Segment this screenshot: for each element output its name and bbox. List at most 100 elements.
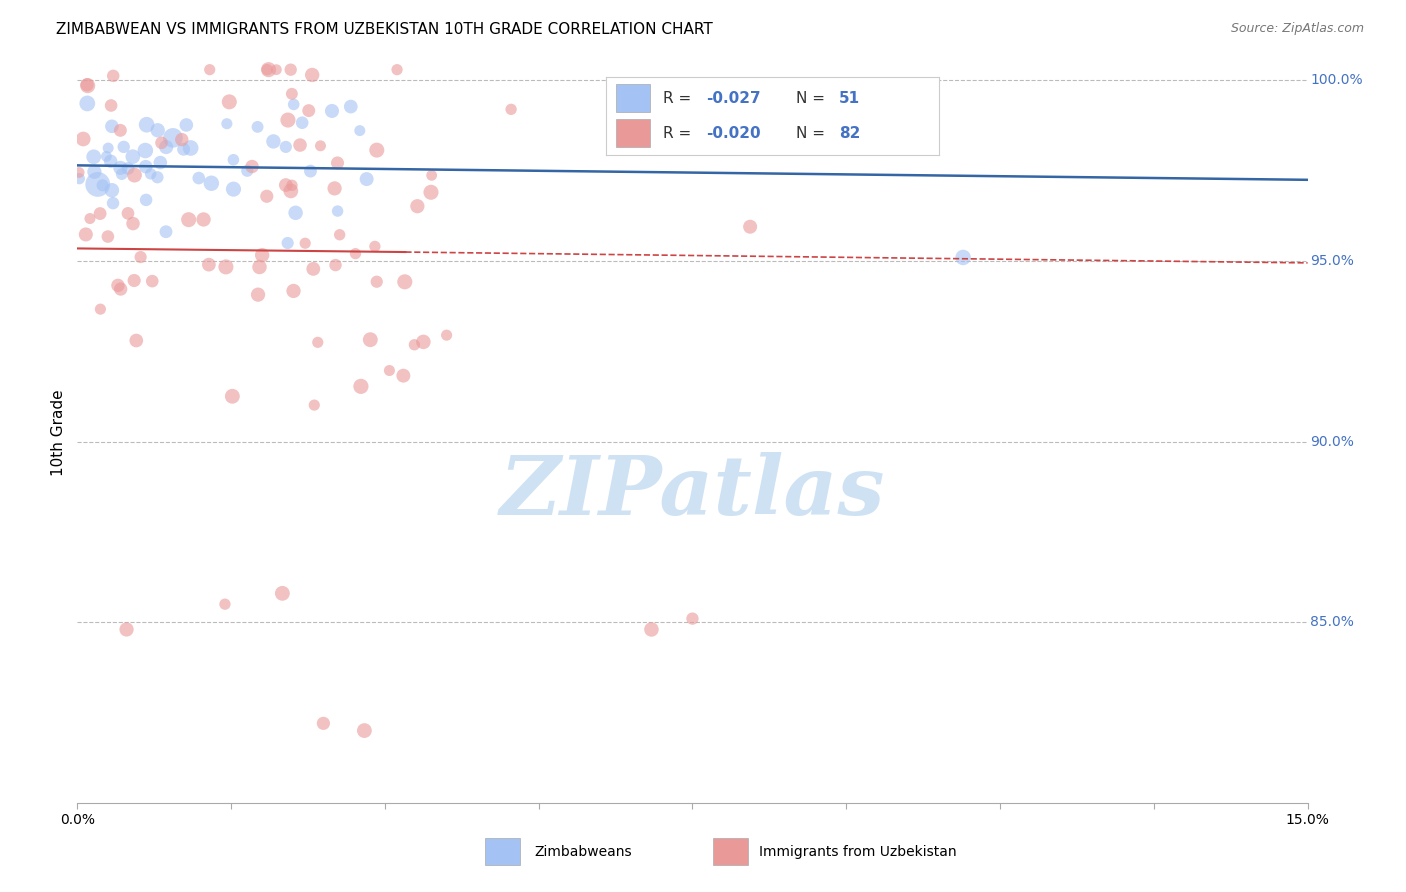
Point <box>325 258 347 272</box>
Point <box>304 398 326 412</box>
Point <box>288 138 311 153</box>
Point <box>76 78 98 92</box>
Point <box>97 229 120 244</box>
Point <box>385 62 408 77</box>
Point <box>262 135 284 149</box>
Point <box>412 334 434 349</box>
Point <box>83 165 105 179</box>
Point <box>141 274 163 288</box>
Point <box>76 78 98 93</box>
Point <box>326 204 349 219</box>
Point <box>180 141 202 155</box>
Point <box>640 623 662 637</box>
Point <box>177 212 200 227</box>
Point <box>215 117 238 131</box>
Point <box>97 141 120 155</box>
Point <box>249 260 271 274</box>
Point <box>284 206 307 220</box>
Point <box>366 275 388 289</box>
Point <box>501 103 523 117</box>
Point <box>100 98 122 112</box>
Point <box>200 176 222 190</box>
Point <box>110 282 132 296</box>
Point <box>198 258 221 272</box>
Point <box>294 236 316 251</box>
Text: Source: ZipAtlas.com: Source: ZipAtlas.com <box>1230 22 1364 36</box>
Point <box>222 182 245 196</box>
Point <box>420 186 443 200</box>
Point <box>301 68 323 82</box>
Point <box>280 62 302 77</box>
Point <box>146 170 169 185</box>
Point <box>162 131 184 145</box>
Point <box>111 167 134 181</box>
Point <box>110 123 132 137</box>
Point <box>117 206 139 220</box>
Point <box>214 597 236 611</box>
Point <box>283 97 305 112</box>
Point <box>146 123 169 137</box>
Point <box>100 154 122 169</box>
Point <box>302 261 325 276</box>
Point <box>277 235 299 250</box>
Point <box>359 333 381 347</box>
Point <box>277 113 299 128</box>
Text: ZIPatlas: ZIPatlas <box>499 452 886 532</box>
Point <box>392 368 415 383</box>
Point <box>170 133 193 147</box>
Point <box>291 116 314 130</box>
Point <box>122 217 145 231</box>
Point <box>236 163 259 178</box>
Point <box>155 140 177 154</box>
Point <box>323 181 346 195</box>
Point <box>356 172 378 186</box>
Point <box>299 164 322 178</box>
Point <box>176 118 198 132</box>
Point <box>344 246 367 260</box>
Text: Zimbabweans: Zimbabweans <box>534 845 631 859</box>
Point <box>117 161 139 176</box>
Point <box>256 189 278 203</box>
Point <box>87 178 110 192</box>
Point <box>378 363 401 377</box>
Point <box>139 167 162 181</box>
Point <box>218 95 240 109</box>
Point <box>89 206 111 220</box>
Point <box>326 156 349 170</box>
Point <box>115 623 138 637</box>
Point <box>121 150 143 164</box>
Point <box>281 87 304 101</box>
Point <box>150 136 173 150</box>
Point <box>134 144 156 158</box>
Point <box>101 183 124 197</box>
Point <box>124 168 146 182</box>
Point <box>952 251 974 265</box>
Point <box>420 169 443 183</box>
Point <box>366 143 388 157</box>
Point <box>135 118 157 132</box>
Point <box>404 337 426 351</box>
Point <box>135 193 157 207</box>
Point <box>298 103 321 118</box>
Point <box>240 160 263 174</box>
Point <box>350 379 373 393</box>
Point <box>740 219 762 234</box>
Point <box>83 150 105 164</box>
Point <box>110 161 132 175</box>
Text: 90.0%: 90.0% <box>1310 434 1354 449</box>
Point <box>79 211 101 226</box>
Point <box>91 178 114 193</box>
Point <box>280 184 302 198</box>
Point <box>329 227 352 242</box>
Point <box>257 62 280 77</box>
Text: ZIMBABWEAN VS IMMIGRANTS FROM UZBEKISTAN 10TH GRADE CORRELATION CHART: ZIMBABWEAN VS IMMIGRANTS FROM UZBEKISTAN… <box>56 22 713 37</box>
Point <box>149 155 172 169</box>
Point <box>394 275 416 289</box>
Point <box>321 103 343 118</box>
Point <box>135 160 157 174</box>
Point <box>339 99 361 113</box>
Point <box>155 225 177 239</box>
Point <box>122 273 145 287</box>
Point <box>364 239 387 253</box>
Point <box>96 149 118 163</box>
